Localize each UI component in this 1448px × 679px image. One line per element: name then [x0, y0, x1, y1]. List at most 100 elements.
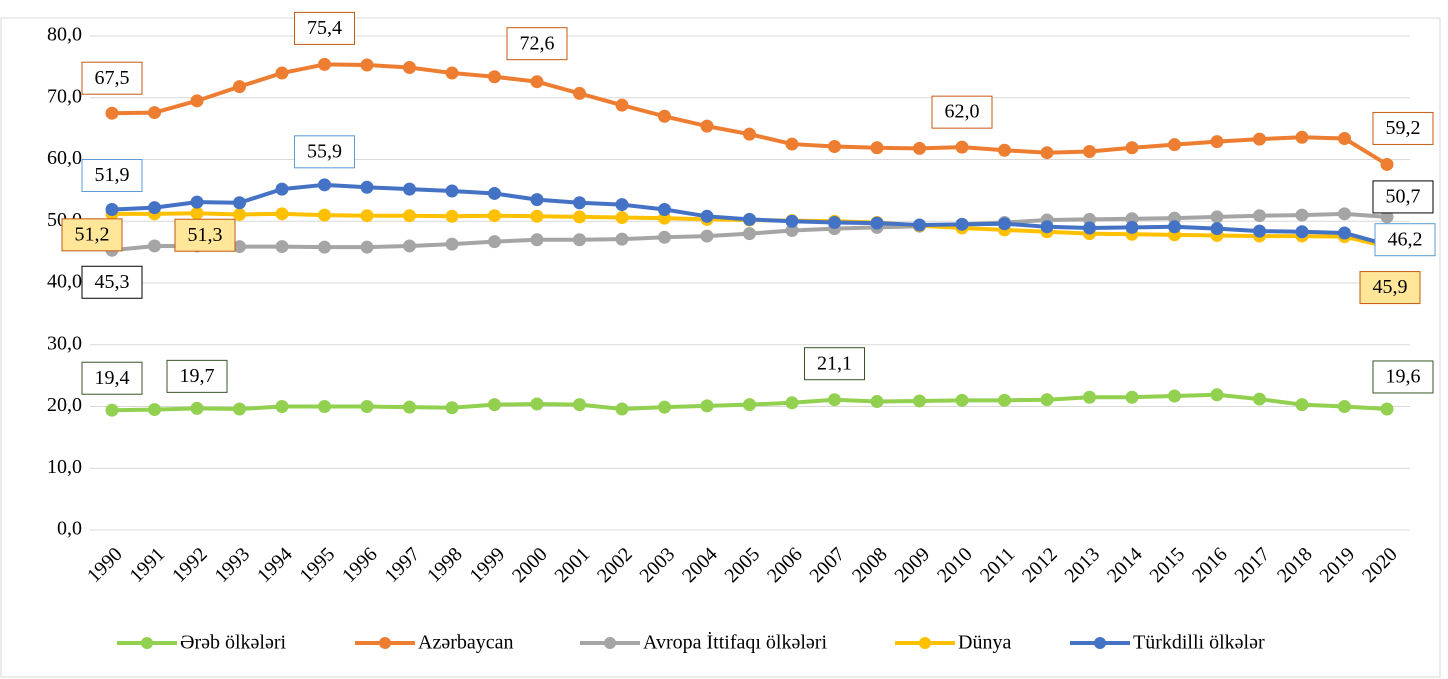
x-tick-label: 2005 — [720, 543, 764, 587]
legend-label: Ərəb ölkələri — [180, 632, 287, 654]
data-label-box — [61, 218, 123, 252]
data-label-box — [1374, 223, 1436, 257]
data-point — [573, 233, 586, 247]
data-point — [190, 94, 204, 108]
data-point — [148, 106, 161, 120]
data-point — [445, 184, 459, 198]
data-point — [1295, 225, 1309, 239]
data-point — [1253, 224, 1266, 238]
data-label: 51,9 — [95, 164, 130, 186]
data-label-box — [294, 135, 355, 169]
x-tick-label: 2000 — [508, 543, 552, 587]
data-label-box — [1372, 360, 1434, 394]
data-label-box — [506, 27, 568, 61]
data-point — [1210, 210, 1224, 224]
data-label: 75,4 — [307, 17, 342, 39]
data-label: 19,7 — [180, 365, 215, 387]
data-point — [955, 217, 969, 231]
data-point — [403, 400, 416, 414]
data-point — [658, 400, 671, 414]
data-point — [828, 140, 841, 154]
data-point — [318, 208, 331, 222]
data-point — [148, 239, 161, 253]
y-tick-label: 20,0 — [47, 394, 82, 416]
x-tick-label: 2011 — [976, 543, 1019, 586]
data-point — [530, 75, 544, 89]
y-tick-label: 10,0 — [47, 456, 82, 478]
data-label-box — [81, 265, 143, 299]
data-point — [275, 182, 289, 196]
x-tick-label: 2013 — [1060, 543, 1104, 587]
data-point — [955, 393, 969, 407]
data-point — [105, 403, 119, 417]
data-label-box — [1359, 271, 1421, 305]
data-label: 45,9 — [1373, 276, 1408, 298]
data-point — [743, 398, 756, 412]
data-label-box — [81, 361, 143, 395]
x-tick-label: 2002 — [593, 543, 637, 587]
data-point — [445, 237, 459, 251]
data-point — [785, 396, 799, 410]
x-tick-label: 1995 — [295, 543, 339, 587]
data-point — [1040, 146, 1054, 160]
data-point — [148, 201, 161, 215]
data-point — [1253, 392, 1266, 406]
x-tick-label: 1997 — [380, 543, 424, 587]
x-tick-label: 1999 — [465, 543, 509, 587]
data-point — [1295, 130, 1309, 144]
data-label-box — [294, 11, 355, 45]
data-point — [1083, 144, 1096, 158]
data-point — [1210, 388, 1224, 402]
data-point — [828, 215, 841, 229]
data-point — [1040, 393, 1054, 407]
legend-label: Türkdilli ölkələr — [1133, 632, 1265, 654]
legend-marker — [919, 637, 931, 649]
x-tick-label: 1996 — [338, 543, 382, 587]
data-point — [488, 209, 501, 223]
data-point — [1380, 402, 1394, 416]
x-tick-label: 2016 — [1188, 543, 1232, 587]
x-tick-label: 2010 — [933, 543, 977, 587]
data-label: 72,6 — [520, 32, 555, 54]
data-label-box — [81, 159, 143, 193]
data-point — [403, 239, 416, 253]
data-label-box — [174, 218, 236, 252]
data-point — [658, 230, 671, 244]
data-point — [615, 198, 629, 212]
legend-marker — [379, 637, 391, 649]
data-label-box — [1372, 111, 1434, 145]
data-label: 19,6 — [1386, 366, 1421, 388]
data-point — [318, 400, 331, 413]
data-point — [530, 193, 544, 207]
data-label: 62,0 — [945, 101, 980, 123]
data-point — [318, 240, 331, 254]
data-point — [445, 401, 459, 415]
data-point — [998, 143, 1011, 157]
data-label: 50,7 — [1386, 186, 1421, 208]
data-point — [403, 60, 416, 74]
data-point — [1168, 389, 1181, 403]
x-tick-label: 1993 — [210, 543, 254, 587]
data-point — [743, 127, 756, 141]
legend-marker — [1094, 637, 1106, 649]
x-tick-label: 2008 — [848, 543, 892, 587]
data-label-box — [1372, 180, 1434, 214]
legend-label: Dünya — [958, 632, 1011, 654]
data-label: 55,9 — [307, 140, 342, 162]
x-tick-label: 2007 — [805, 543, 849, 587]
data-point — [785, 214, 799, 228]
data-point — [360, 400, 374, 413]
data-point — [573, 86, 586, 100]
data-point — [998, 393, 1011, 407]
data-point — [105, 203, 119, 217]
data-point — [870, 141, 884, 155]
data-label: 51,3 — [188, 224, 223, 246]
data-point — [615, 232, 629, 246]
data-point — [190, 401, 204, 415]
data-point — [573, 196, 586, 210]
y-tick-label: 40,0 — [47, 271, 82, 293]
data-point — [1380, 157, 1394, 171]
data-point — [1338, 132, 1351, 146]
data-label-box — [931, 95, 993, 129]
